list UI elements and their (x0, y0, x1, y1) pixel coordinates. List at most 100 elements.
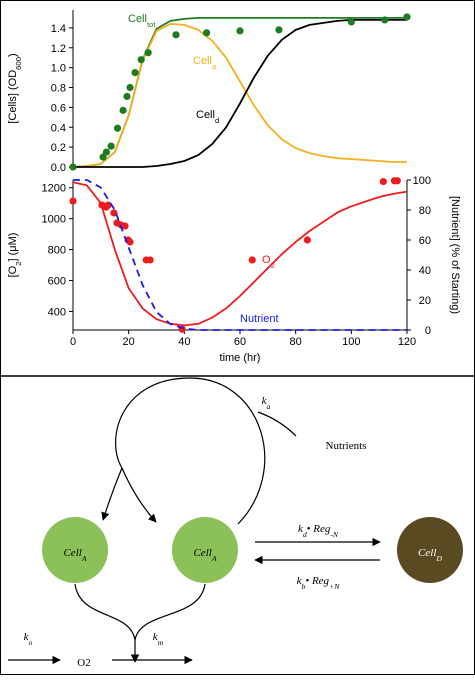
text-part: tot (147, 20, 156, 29)
y2-tick-label: 100 (413, 175, 431, 187)
data-point (131, 69, 139, 77)
text-part: D (435, 554, 442, 563)
data-point (248, 256, 256, 264)
y-tick-label: 0.8 (51, 83, 66, 95)
x-tick-label: 40 (178, 336, 190, 348)
x-tick-label: 60 (234, 336, 246, 348)
nutrient-link (257, 411, 297, 437)
text-part: ) (7, 53, 19, 57)
text-part: Nutrient (240, 313, 279, 325)
text-part: O2 (77, 657, 90, 669)
node (397, 517, 463, 583)
text-part: Nutrients (326, 440, 367, 452)
text-part: Cell (128, 13, 147, 25)
data-point (275, 26, 283, 34)
y2-axis-label: [Nutrient] (% of Starting) (449, 196, 461, 314)
data-point (69, 163, 77, 171)
text-part: Cell (193, 547, 211, 559)
data-point (146, 256, 154, 264)
y2-tick-label: 20 (419, 295, 431, 307)
text-part: d (303, 530, 307, 539)
node (172, 517, 238, 583)
diagram-arrows (8, 377, 381, 665)
data-point (113, 124, 122, 132)
diagram-label: km (153, 631, 164, 647)
y-tick-label: 0.2 (51, 142, 66, 154)
text-part: d (215, 116, 219, 125)
data-point (104, 201, 112, 209)
data-point (123, 92, 131, 101)
text-part: Cell (63, 547, 81, 559)
text-part: k (297, 575, 303, 587)
x-axis-label: time (hr) (220, 352, 261, 364)
y-tick-label: 400 (48, 306, 66, 318)
text-part: a (267, 402, 271, 411)
merge-line (134, 583, 206, 641)
text-part: Cell (196, 109, 215, 121)
data-point (69, 197, 77, 205)
y2-tick-label: 0 (425, 325, 431, 337)
diagram-label: Nutrients (326, 440, 367, 452)
data-point (403, 13, 411, 21)
data-point (126, 238, 134, 246)
data-point (144, 49, 152, 57)
text-part: Cell (418, 547, 436, 559)
text-part: k (153, 631, 159, 643)
y-tick-label: 0.6 (51, 102, 66, 114)
text-part: 2 (14, 262, 23, 266)
data-point (107, 142, 115, 150)
node-label: CellA (63, 547, 86, 563)
data-point (119, 106, 127, 114)
text-part: ] (μM) (7, 233, 19, 262)
diagram-label: ka (262, 395, 271, 411)
data-point (303, 236, 311, 244)
text-part: • Reg (305, 575, 329, 587)
y-tick-label: 1000 (42, 214, 66, 226)
node-label: CellD (418, 547, 442, 563)
data-point (121, 222, 129, 230)
text-part: 2 (271, 261, 275, 270)
x-tick-label: 100 (342, 336, 360, 348)
arrow (101, 467, 123, 521)
data-point (393, 177, 401, 185)
diagram-label: ko (24, 631, 33, 647)
x-tick-label: 80 (290, 336, 302, 348)
y-tick-label: 600 (48, 276, 66, 288)
node (42, 517, 108, 583)
data-point (381, 16, 389, 24)
series-label: O2 (262, 254, 275, 270)
diagram-label: kd• Reg-N (298, 523, 339, 539)
series-line (73, 19, 407, 168)
text-part: b (302, 582, 306, 591)
series-label: Nutrient (240, 313, 279, 325)
text-part: 600 (14, 57, 23, 70)
loop-arc (115, 377, 266, 525)
text-part: O (262, 254, 271, 266)
data-point (347, 18, 355, 26)
diagram-label: O2 (77, 657, 90, 669)
y2-tick-label: 80 (419, 205, 431, 217)
text-part: m (158, 638, 164, 647)
text-part: -N (330, 530, 339, 539)
y-tick-label: 1.4 (51, 23, 66, 35)
series-label: Celld (196, 109, 219, 125)
data-point (203, 29, 211, 37)
y-tick-label: 1200 (42, 183, 66, 195)
text-part: A (211, 554, 217, 563)
text-part: [O (7, 265, 19, 277)
series-line (73, 179, 407, 331)
data-point (236, 27, 244, 35)
series-label: Celltot (128, 13, 156, 29)
data-point (379, 177, 387, 186)
y-tick-label: 0.4 (51, 122, 66, 134)
text-part: k (298, 523, 304, 535)
y-tick-label: 1.0 (51, 63, 66, 75)
series-line (72, 17, 407, 168)
y2-tick-label: 60 (419, 235, 431, 247)
arrow (121, 467, 157, 523)
text-part: Cell (193, 55, 212, 67)
series-line (72, 181, 408, 327)
data-point (137, 56, 145, 64)
diagram-label: kb• Reg+N (297, 575, 341, 591)
